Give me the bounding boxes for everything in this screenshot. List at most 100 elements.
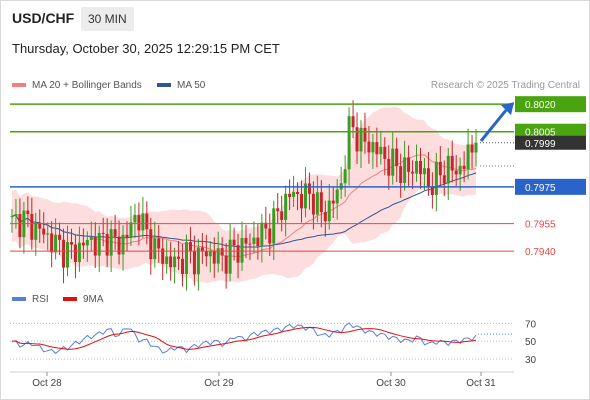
candle-body (315, 192, 319, 215)
candle-body (395, 148, 399, 167)
candle-body (331, 200, 335, 204)
symbol-label: USD/CHF (12, 10, 75, 26)
legend-rsi-label: RSI (32, 294, 49, 305)
candle-body (387, 158, 391, 176)
candle-body (311, 193, 315, 215)
rsi-tick-label: 70 (525, 319, 537, 330)
candle-body (46, 233, 50, 235)
last-price-tag (515, 135, 586, 150)
candle-body (42, 228, 46, 235)
candle-body (125, 234, 129, 238)
candle-body (454, 170, 458, 175)
candle-body (101, 232, 105, 234)
candle-body (252, 237, 256, 244)
candle-body (121, 234, 125, 255)
candle-body (430, 186, 434, 195)
x-axis-label: Oct 30 (376, 378, 406, 389)
candle-body (77, 242, 81, 262)
candle-body (117, 236, 121, 255)
candle-body (327, 200, 331, 222)
candle-body (470, 144, 474, 153)
candle-body (228, 239, 232, 274)
candle-body (319, 192, 323, 213)
legend-9ma: 9MA (63, 294, 104, 305)
candle-body (426, 168, 430, 187)
candle-body (181, 258, 185, 274)
candle-body (466, 144, 470, 170)
candle-body (323, 212, 327, 222)
resistance-value: 0.8020 (525, 100, 556, 111)
resistance-tag (515, 96, 586, 113)
candle-body (371, 142, 375, 153)
candle-body (383, 146, 387, 159)
legend-ma50-swatch (157, 83, 171, 88)
candle-body (399, 166, 403, 183)
legend-ma50-label: MA 50 (177, 80, 206, 91)
candle-body (367, 141, 371, 153)
candle-body (422, 168, 426, 175)
bollinger-band-area (12, 106, 476, 284)
candle-body (204, 250, 208, 257)
candle-body (379, 146, 383, 155)
candle-body (81, 242, 85, 246)
candle-body (38, 222, 42, 229)
x-axis-label: Oct 31 (466, 378, 496, 389)
candle-body (474, 142, 478, 153)
candle-body (240, 238, 244, 263)
candle-body (359, 127, 363, 152)
x-axis-label: Oct 29 (204, 378, 234, 389)
candle-body (93, 237, 97, 256)
timeframe-button[interactable]: 30 MIN (81, 7, 134, 31)
rsi-line (11, 322, 477, 355)
candle-body (292, 191, 296, 197)
candle-body (157, 238, 161, 249)
candle-body (66, 242, 70, 268)
candle-body (296, 191, 300, 194)
candle-body (169, 256, 173, 268)
candle-body (450, 155, 454, 171)
candle-body (69, 242, 73, 245)
candle-body (85, 240, 89, 246)
ma50-line (11, 172, 477, 248)
candle-body (173, 256, 177, 268)
legend-ma50: MA 50 (157, 80, 205, 91)
candle-body (288, 193, 292, 197)
candle-body (196, 247, 200, 275)
candle-body (200, 247, 204, 251)
candle-body (411, 171, 415, 174)
candle-body (14, 214, 18, 217)
candle-body (260, 222, 264, 247)
rsi-tick-label: 30 (525, 355, 537, 366)
candle-body (415, 160, 419, 174)
candle-body (272, 208, 276, 244)
forecast-arrow-shaft (479, 109, 508, 142)
candle-body (335, 189, 339, 204)
legend-ma-bb-swatch (12, 83, 26, 88)
candle-body (244, 238, 248, 244)
candle-body (438, 161, 442, 176)
candle-body (212, 250, 216, 264)
candle-body (343, 169, 347, 184)
legend-ma-bb: MA 20 + Bollinger Bands (12, 80, 142, 91)
candle-body (105, 233, 109, 256)
rsi-tick-label: 50 (525, 337, 537, 348)
forecast-arrow-head (501, 102, 514, 116)
resistance-value: 0.8005 (525, 128, 556, 139)
datetime-label: Thursday, October 30, 2025 12:29:15 PM C… (12, 41, 280, 56)
candle-body (153, 238, 157, 260)
research-credit: Research © 2025 Trading Central (430, 80, 580, 91)
candle-body (442, 175, 446, 184)
legend-9ma-label: 9MA (83, 294, 104, 305)
candle-body (256, 237, 260, 247)
candle-body (462, 165, 466, 170)
legend-rsi-swatch (12, 297, 26, 302)
support-value: 0.7955 (525, 220, 556, 231)
support-value: 0.7940 (525, 247, 556, 258)
candle-body (220, 248, 224, 256)
candle-body (26, 210, 30, 214)
resistance-tag (515, 123, 586, 140)
candle-body (284, 193, 288, 220)
candle-body (264, 222, 268, 229)
candle-body (192, 251, 196, 275)
